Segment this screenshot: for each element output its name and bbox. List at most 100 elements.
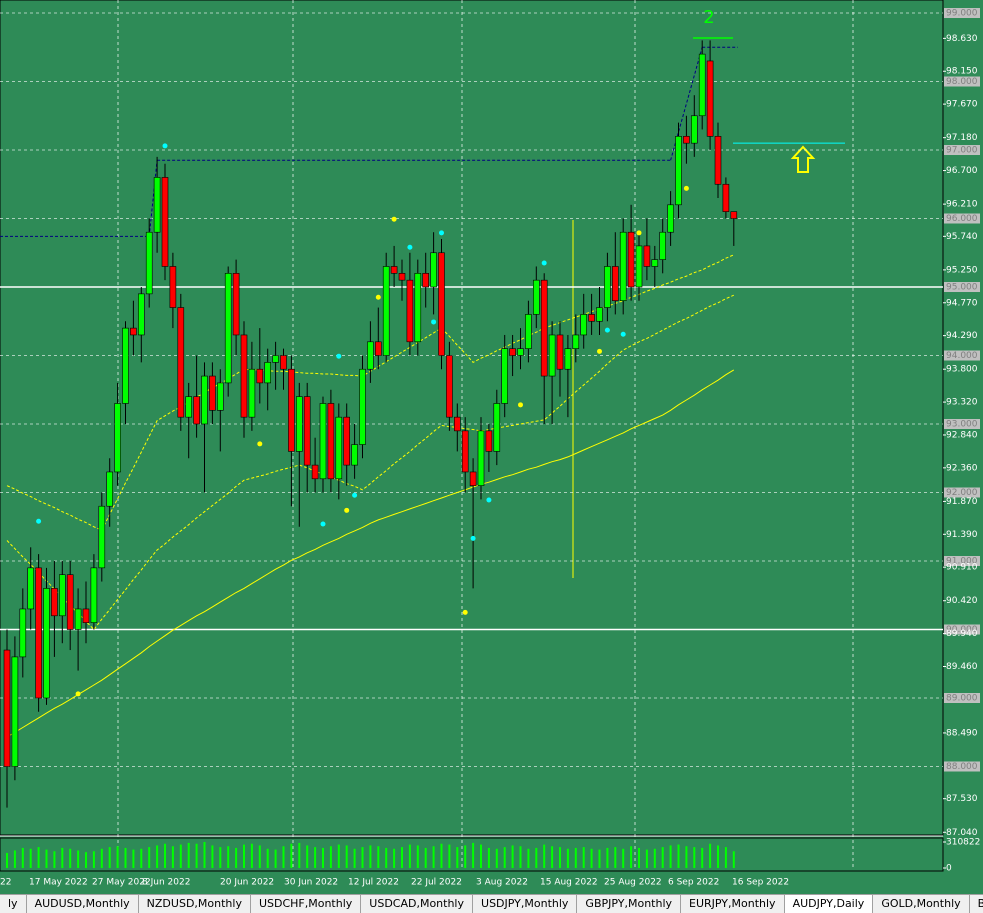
level-label: 93.000 [946, 420, 978, 430]
candle-body [209, 375, 216, 411]
candle-body [469, 471, 477, 486]
indicator-line [6, 369, 735, 738]
y-tick-label: 87.530 [946, 794, 978, 804]
candle-body [303, 396, 311, 466]
tab[interactable]: GOLD,Monthly [873, 895, 970, 913]
signal-dot [75, 691, 81, 697]
candle-body [27, 567, 35, 610]
signal-dot [636, 230, 642, 236]
y-tick-label: 97.180 [946, 133, 978, 143]
candle-body [351, 444, 358, 466]
signal-dot [439, 230, 444, 236]
candle-body [556, 334, 564, 370]
candle-body [359, 368, 366, 445]
level-box [944, 624, 980, 635]
candle-body [430, 252, 437, 288]
tab[interactable]: NZDUSD,Monthly [139, 895, 251, 913]
candle-body [327, 403, 335, 480]
candle-body [66, 574, 74, 630]
candle-body [138, 293, 145, 336]
date-label: 20 Jun 2022 [220, 878, 274, 888]
y-tick-label: 95.740 [946, 232, 978, 242]
vol-tick-label: 0 [946, 864, 952, 874]
tab[interactable]: AUDJPY,Daily [784, 895, 874, 913]
candle-body [43, 588, 50, 699]
tab[interactable]: BRE [970, 895, 983, 913]
candle-body [193, 396, 200, 425]
y-tick-label: 88.490 [946, 728, 978, 738]
signal-dot [486, 497, 492, 503]
date-label: 6 Sep 2022 [668, 878, 719, 888]
tab[interactable]: USDCHF,Monthly [251, 895, 362, 913]
y-tick-label: 91.390 [946, 530, 978, 540]
candle-body [224, 273, 232, 384]
candle-body [90, 567, 98, 623]
candle-body [272, 355, 279, 363]
candle-body [611, 266, 619, 302]
candle-body [438, 252, 445, 356]
candle-body [683, 136, 690, 144]
candle-body [288, 368, 295, 452]
y-tick-label: 94.770 [946, 298, 978, 308]
signal-dot [344, 507, 350, 513]
candle-body [335, 416, 343, 480]
candle-body [145, 231, 153, 295]
tab[interactable]: USDJPY,Monthly [473, 895, 578, 913]
arrow-up [790, 145, 816, 173]
level-label: 91.000 [946, 557, 978, 567]
level-label: 92.000 [946, 488, 978, 498]
date-label: 15 Aug 2022 [540, 878, 598, 888]
tab[interactable]: EURJPY,Monthly [681, 895, 785, 913]
level-label: 88.000 [946, 762, 978, 772]
signal-dot [391, 216, 397, 222]
candle-body [177, 307, 185, 418]
candle-body [414, 273, 422, 343]
tab[interactable]: GBPJPY,Monthly [577, 895, 682, 913]
candle-body [722, 183, 730, 212]
y-tick-label: 89.940 [946, 629, 978, 639]
candle-body [548, 334, 556, 377]
candle-body [422, 273, 430, 288]
level-box [944, 8, 980, 19]
level-box [944, 761, 980, 772]
level-label: 98.000 [946, 77, 978, 87]
level-label: 99.000 [946, 9, 978, 19]
candle-body [98, 505, 106, 569]
date-label: 12 Jul 2022 [348, 878, 399, 888]
signal-dot [336, 353, 342, 359]
candle-body [493, 403, 501, 452]
candle-body [517, 348, 524, 356]
date-label: 22 [0, 878, 11, 888]
candle-body [82, 608, 90, 623]
tab[interactable]: ly [0, 895, 27, 913]
level-box [944, 419, 980, 430]
tab[interactable]: AUDUSD,Monthly [27, 895, 139, 913]
candle-body [130, 327, 137, 336]
level-box [944, 282, 980, 293]
annotation: 2 [703, 7, 714, 28]
y-tick-label: 87.040 [946, 828, 978, 838]
signal-dot [683, 185, 689, 191]
candle-body [485, 430, 493, 452]
candle-body [106, 471, 113, 507]
level-label: 96.000 [946, 214, 978, 224]
plot-frame [0, 0, 944, 836]
tab[interactable]: USDCAD,Monthly [361, 895, 474, 913]
date-label: 22 Jul 2022 [411, 878, 462, 888]
y-tick-label: 97.670 [946, 100, 978, 110]
date-label: 25 Aug 2022 [604, 878, 662, 888]
candle-body [501, 348, 509, 404]
candle-body [651, 259, 659, 267]
tab-bar: ly AUDUSD,Monthly NZDUSD,Monthly USDCHF,Mon… [0, 894, 983, 913]
date-label: 16 Sep 2022 [732, 878, 789, 888]
y-tick-label: 98.630 [946, 34, 978, 44]
y-tick-label: 90.910 [946, 563, 978, 573]
candle-body [374, 341, 382, 356]
signal-dot [620, 331, 626, 337]
candle-body [540, 279, 548, 377]
signal-dot [541, 260, 547, 266]
level-box [944, 693, 980, 704]
candle-body [185, 396, 192, 418]
candle-body [19, 608, 27, 658]
